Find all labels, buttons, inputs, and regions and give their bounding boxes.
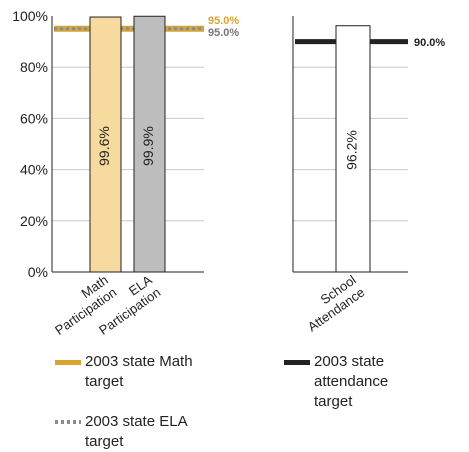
y-tick-label: 20%: [20, 213, 48, 229]
y-tick-label: 0%: [28, 264, 48, 280]
math-target-value: 95.0%: [208, 15, 239, 27]
ela-target-swatch: [55, 420, 81, 424]
y-tick-label: 40%: [20, 162, 48, 178]
bar-value-label: 96.2%: [344, 130, 360, 170]
math-participation-bar: [89, 16, 122, 273]
ela-participation-bar: [133, 15, 166, 273]
bar-value-label: 99.9%: [140, 126, 156, 166]
school-attendance-bar: [335, 25, 371, 273]
bar-value-label: 99.6%: [96, 126, 112, 166]
legend-math-target-label: 2003 state Math target: [85, 353, 193, 390]
attendance-target-value: 90.0%: [414, 37, 445, 49]
legend-attendance-target-label: 2003 state attendance target: [314, 353, 389, 410]
y-tick-label: 100%: [12, 8, 48, 24]
y-tick-label: 60%: [20, 110, 48, 126]
x-category-label: SchoolAttendance: [296, 272, 367, 334]
y-tick-label: 80%: [20, 59, 48, 75]
legend-ela-target-label: 2003 state ELA target: [85, 413, 187, 450]
attendance-target-swatch: [284, 360, 310, 365]
ela-target-value: 95.0%: [208, 27, 239, 39]
math-target-swatch: [55, 360, 81, 365]
